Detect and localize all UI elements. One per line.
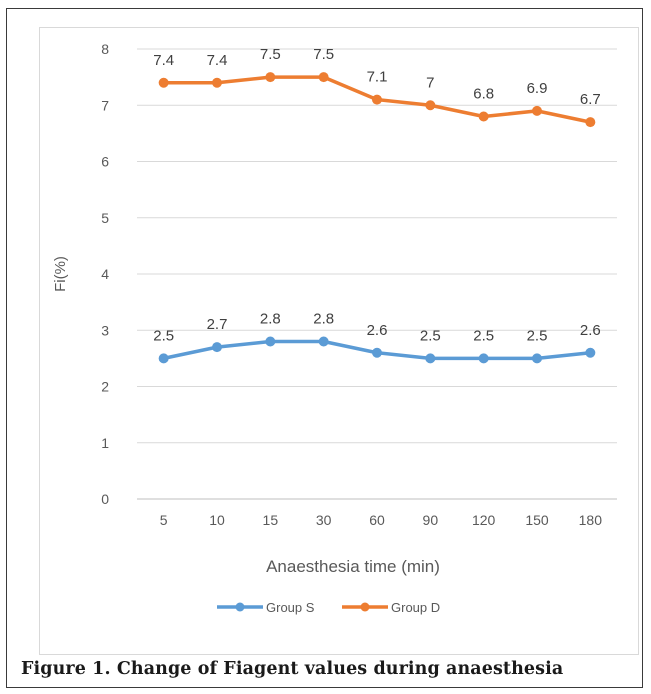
legend-marker (360, 602, 370, 612)
x-tick-label: 10 (209, 512, 225, 528)
y-tick-label: 2 (101, 379, 109, 395)
data-label: 6.9 (527, 80, 548, 97)
data-point (158, 353, 169, 364)
data-point (265, 336, 276, 347)
x-tick-label: 150 (525, 512, 549, 528)
data-label: 2.6 (580, 322, 601, 339)
data-point (478, 111, 489, 122)
data-label: 7.5 (260, 46, 281, 63)
data-label: 6.8 (473, 86, 494, 103)
legend-label: Group D (391, 600, 440, 615)
data-label: 2.8 (260, 311, 281, 328)
data-point (585, 117, 596, 128)
data-label: 2.8 (313, 311, 334, 328)
data-point (212, 342, 222, 353)
data-label: 7.4 (153, 52, 174, 69)
x-tick-label: 30 (316, 512, 332, 528)
data-label: 2.5 (153, 327, 174, 344)
data-point (158, 77, 169, 88)
data-point (585, 347, 596, 358)
legend-label: Group S (266, 600, 315, 615)
data-label: 7.5 (313, 46, 334, 63)
y-tick-label: 5 (101, 210, 109, 226)
legend-marker (235, 602, 245, 612)
data-point (372, 347, 382, 358)
x-axis-label: Anaesthesia time (min) (266, 557, 440, 576)
data-point (212, 77, 222, 88)
x-tick-label: 90 (423, 512, 439, 528)
y-tick-label: 8 (101, 41, 109, 57)
data-label: 2.5 (420, 327, 441, 344)
data-point (478, 353, 489, 364)
data-point (532, 105, 542, 116)
data-point (318, 336, 329, 347)
y-tick-label: 4 (101, 266, 109, 282)
data-point (318, 72, 329, 83)
y-tick-label: 0 (101, 491, 109, 507)
data-label: 7 (426, 74, 434, 91)
y-tick-label: 1 (101, 435, 109, 451)
data-point (372, 94, 382, 105)
data-label: 2.6 (367, 322, 388, 339)
x-tick-label: 5 (160, 512, 168, 528)
data-point (425, 353, 436, 364)
data-label: 2.7 (207, 316, 228, 333)
y-tick-label: 7 (101, 97, 109, 113)
figure-caption: Figure 1. Change of Fiagent values durin… (21, 659, 564, 679)
data-point (265, 72, 276, 83)
x-tick-label: 15 (263, 512, 279, 528)
x-tick-label: 180 (579, 512, 603, 528)
data-label: 2.5 (527, 327, 548, 344)
data-label: 2.5 (473, 327, 494, 344)
chart-area (39, 27, 639, 655)
data-point (532, 353, 542, 364)
data-label: 7.1 (367, 69, 388, 86)
data-point (425, 100, 436, 111)
data-label: 7.4 (207, 52, 228, 69)
y-axis-label: Fi(%) (52, 256, 69, 292)
data-label: 6.7 (580, 91, 601, 108)
y-tick-label: 3 (101, 322, 109, 338)
line-chart: 0 1 2 3 4 5 6 7 8 5 10 15 30 60 90 120 150 180 Anaesthesia… (52, 41, 617, 615)
figure-frame: 0 1 2 3 4 5 6 7 8 5 10 15 30 60 90 120 150 180 Anaesthesia… (6, 8, 643, 688)
x-tick-label: 120 (472, 512, 496, 528)
x-tick-label: 60 (369, 512, 385, 528)
y-tick-label: 6 (101, 154, 109, 170)
